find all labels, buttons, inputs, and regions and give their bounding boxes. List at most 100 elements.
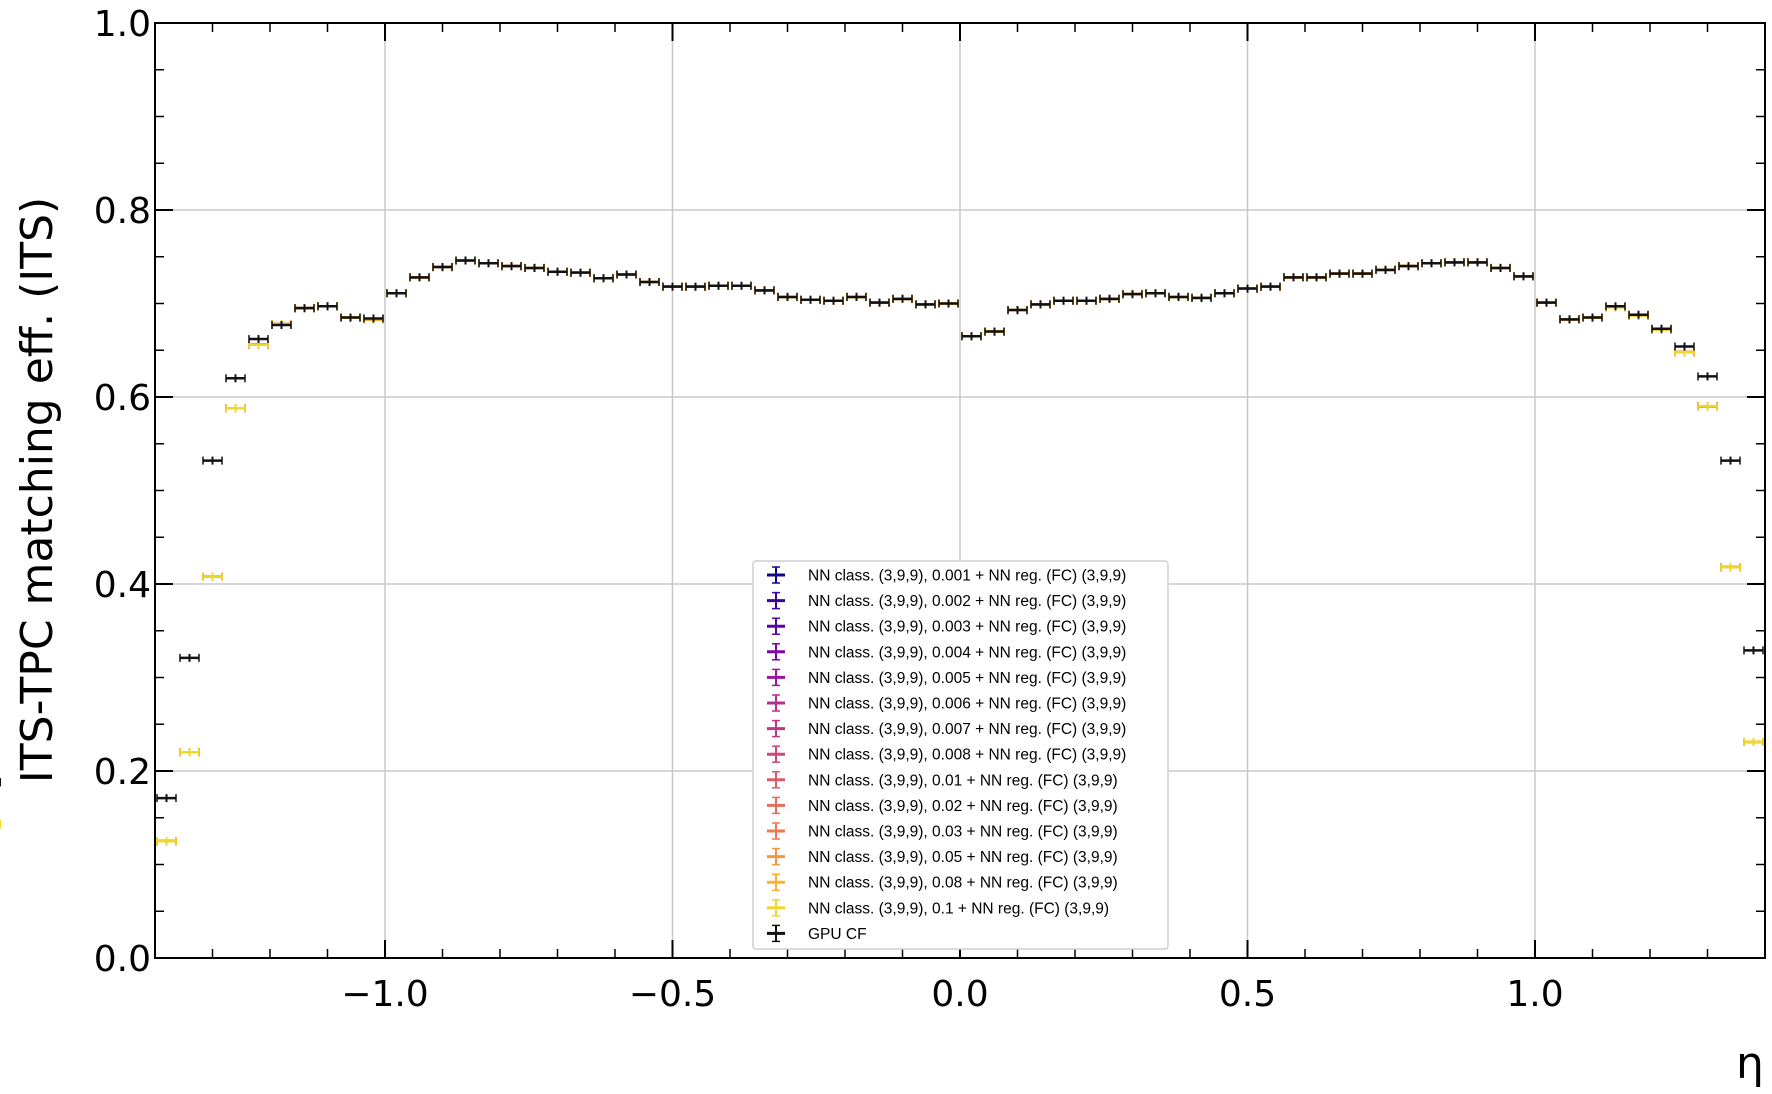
legend-label: NN class. (3,9,9), 0.002 + NN reg. (FC) … (808, 593, 1126, 610)
y-tick-label: 0.8 (94, 191, 151, 232)
legend-label: NN class. (3,9,9), 0.1 + NN reg. (FC) (3… (808, 900, 1109, 917)
data-point (1582, 313, 1603, 322)
data-point (179, 748, 200, 757)
data-point (1375, 265, 1396, 274)
data-point (1674, 342, 1695, 351)
plot-frame (154, 22, 1766, 959)
y-tick-label: 0.0 (94, 939, 151, 980)
data-point (225, 404, 246, 413)
data-point (1720, 563, 1741, 572)
data-point (1651, 324, 1672, 333)
legend-item: NN class. (3,9,9), 0.004 + NN reg. (FC) … (767, 643, 1126, 661)
data-point (202, 456, 223, 465)
legend-label: NN class. (3,9,9), 0.05 + NN reg. (FC) (… (808, 849, 1118, 866)
data-point (731, 281, 752, 290)
data-point (1007, 306, 1028, 315)
data-point (317, 302, 338, 311)
data-point (1122, 290, 1143, 299)
data-point (1237, 284, 1258, 293)
data-point (363, 314, 384, 323)
data-point (1168, 292, 1189, 301)
legend-item: NN class. (3,9,9), 0.006 + NN reg. (FC) … (767, 694, 1126, 713)
y-tick-label: 1.0 (94, 4, 151, 45)
data-point (777, 292, 798, 301)
y-tick-label: 0.6 (94, 378, 151, 419)
data-point (432, 263, 453, 272)
data-point (547, 267, 568, 276)
legend-item: NN class. (3,9,9), 0.03 + NN reg. (FC) (… (767, 822, 1118, 841)
data-point (294, 304, 315, 313)
data-point (1697, 372, 1718, 381)
data-point (1306, 273, 1327, 282)
data-point (639, 277, 660, 286)
tick-labels: −1.0 −0.5 0.0 0.5 1.0 0.0 0.2 0.4 0.6 0.8 1.0 (94, 4, 1564, 1015)
data-point (1099, 294, 1120, 303)
data-point (685, 282, 706, 291)
data-point (892, 294, 913, 303)
data-point (225, 374, 246, 383)
data-point (1145, 289, 1166, 298)
legend-label: NN class. (3,9,9), 0.005 + NN reg. (FC) … (808, 670, 1126, 687)
data-point (1076, 296, 1097, 305)
data-point (478, 259, 499, 268)
data-point (869, 298, 890, 307)
data-point (1260, 282, 1281, 291)
legend-item: NN class. (3,9,9), 0.1 + NN reg. (FC) (3… (767, 899, 1109, 917)
x-tick-label: 1.0 (1506, 974, 1563, 1015)
legend-label: NN class. (3,9,9), 0.004 + NN reg. (FC) … (808, 644, 1126, 661)
data-point (1697, 402, 1718, 411)
data-point (961, 332, 982, 341)
x-axis-label: η (1736, 1038, 1764, 1089)
data-point (616, 270, 637, 279)
data-point (938, 299, 959, 308)
legend-label: NN class. (3,9,9), 0.01 + NN reg. (FC) (… (808, 772, 1118, 789)
legend-box (752, 560, 1169, 950)
data-point (1467, 258, 1488, 267)
legend-label: NN class. (3,9,9), 0.006 + NN reg. (FC) … (808, 696, 1126, 713)
data-point (1743, 646, 1764, 655)
data-point (1191, 293, 1212, 302)
y-tick-label: 0.4 (94, 565, 151, 606)
data-point (1720, 456, 1741, 465)
legend-label: GPU CF (808, 926, 867, 943)
data-point (593, 274, 614, 283)
series-14 (0, 256, 1764, 803)
data-point (524, 263, 545, 272)
data-point (1513, 272, 1534, 281)
data-point (570, 268, 591, 277)
data-point (915, 300, 936, 309)
legend-item: NN class. (3,9,9), 0.002 + NN reg. (FC) … (767, 591, 1126, 610)
legend-item: NN class. (3,9,9), 0.08 + NN reg. (FC) (… (767, 873, 1118, 892)
data-point (823, 296, 844, 305)
data-point (202, 572, 223, 581)
x-tick-label: −0.5 (629, 974, 716, 1015)
data-point (754, 286, 775, 295)
legend-item: NN class. (3,9,9), 0.003 + NN reg. (FC) … (767, 617, 1126, 636)
data-point (179, 653, 200, 662)
data-point (846, 292, 867, 301)
x-tick-label: −1.0 (341, 974, 428, 1015)
data-point (156, 794, 177, 803)
legend-item: NN class. (3,9,9), 0.05 + NN reg. (FC) (… (767, 847, 1118, 866)
data-point (1398, 262, 1419, 271)
data-point (455, 256, 476, 265)
data-point (1329, 269, 1350, 278)
data-point (1444, 258, 1465, 267)
legend-item: NN class. (3,9,9), 0.008 + NN reg. (FC) … (767, 745, 1126, 764)
legend: NN class. (3,9,9), 0.001 + NN reg. (FC) … (752, 560, 1169, 950)
y-tick-label: 0.2 (94, 752, 151, 793)
legend-item: NN class. (3,9,9), 0.02 + NN reg. (FC) (… (767, 796, 1118, 815)
legend-label: NN class. (3,9,9), 0.03 + NN reg. (FC) (… (808, 824, 1118, 841)
y-axis-label: ITS-TPC matching eff. (ITS) (12, 197, 63, 783)
legend-label: NN class. (3,9,9), 0.02 + NN reg. (FC) (… (808, 798, 1118, 815)
data-point (340, 313, 361, 322)
legend-label: NN class. (3,9,9), 0.001 + NN reg. (FC) … (808, 568, 1126, 585)
data-point (1559, 315, 1580, 324)
data-point (662, 282, 683, 291)
data-point (984, 327, 1005, 336)
data-point (1053, 296, 1074, 305)
legend-item: NN class. (3,9,9), 0.005 + NN reg. (FC) … (767, 668, 1126, 687)
legend-label: NN class. (3,9,9), 0.08 + NN reg. (FC) (… (808, 875, 1118, 892)
data-point (1605, 302, 1626, 311)
data-point (1030, 300, 1051, 309)
